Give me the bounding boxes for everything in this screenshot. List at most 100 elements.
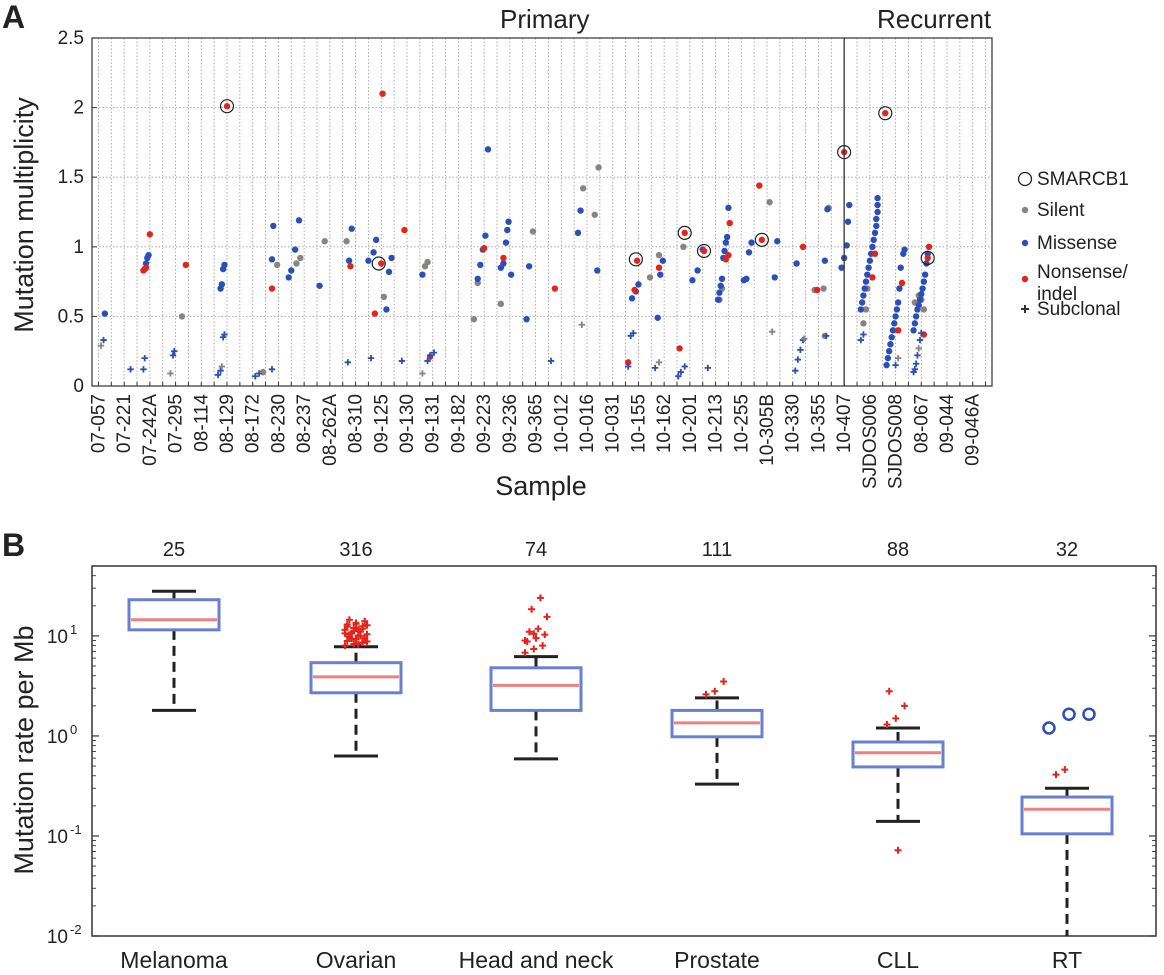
missense-point [892,313,899,320]
subclonal-point [914,352,921,359]
outlier-point [894,846,902,854]
x-tick-label-07-221: 07-221 [114,394,135,453]
outlier-point [530,645,538,653]
missense-point [474,275,481,283]
outlier-point [343,637,351,645]
silent-point [860,320,867,327]
missense-point [857,306,865,313]
subclonal-point [217,367,224,374]
missense-point [896,285,903,292]
missense-point [745,249,753,256]
subclonal-point [655,359,663,366]
x-tick-label-09-182: 09-182 [448,394,469,453]
iqr-box [851,740,945,769]
x-tick-label-09-223: 09-223 [474,394,495,453]
subclonal-point [894,354,902,362]
missense-point [793,260,800,267]
outlier-point [350,627,358,635]
outlier-point [702,690,710,698]
subclonal-point [169,352,177,359]
x-tick-label-08-230: 08-230 [268,394,289,453]
smarcb1-marker [371,256,386,271]
x-tick-label-08-262A: 08-262A [320,394,341,466]
missense-point [865,264,872,271]
silent-point [820,285,827,292]
legend-dot-symbol [1021,239,1029,247]
category-label-0: Melanoma [120,947,228,973]
y-tick-exp-b-0: 1 [70,622,77,637]
legend-smarcb1-symbol [1017,171,1033,187]
missense-point [891,320,898,327]
legend-a: SMARCB1 Silent Missense Nonsense/indelSubcl… [1017,169,1129,320]
nonsense-point [142,264,150,271]
missense-point [918,290,925,298]
subclonal-point [681,363,688,370]
missense-point [348,225,355,232]
outlier-point [541,631,549,639]
outlier-point [345,616,353,624]
category-label-3: Prostate [674,947,760,973]
y-tick-exp-b-2: -1 [70,822,82,837]
category-label-4: CLL [877,947,919,973]
subclonal-point [578,321,586,328]
iqr-box [1020,795,1114,836]
subclonal-point [630,329,637,337]
legend-label-2: Missense [1037,233,1117,254]
missense-point [858,299,866,306]
panel-label-a: A [2,0,25,35]
missense-point [838,264,845,271]
sample-count-label-3: 111 [702,539,732,561]
y-tick-label-4: 2 [73,98,84,119]
missense-point [291,246,299,253]
missense-point [694,267,701,274]
silent-point [293,260,300,267]
missense-point [923,260,930,267]
missense-point [866,257,874,264]
subclonal-point [911,366,919,373]
silent-point [529,228,537,235]
missense-point [145,251,152,259]
subclonal-point [141,354,148,362]
missense-point [383,306,390,313]
missense-point [507,271,515,278]
subclonal-point [651,364,659,372]
missense-point [718,275,726,283]
x-tick-label-10-155: 10-155 [628,394,649,453]
missense-point [295,217,303,224]
x-tick-label-10-355: 10-355 [808,394,829,453]
missense-point [901,246,908,253]
missense-point [654,314,661,321]
y-tick-exp-b-1: 0 [70,722,77,737]
subclonal-point [918,329,925,337]
rt-circle-outlier [1042,721,1056,735]
missense-point [723,233,731,241]
nonsense-point [898,279,906,287]
missense-point [870,236,877,244]
x-axis-title-a: Sample [495,471,587,501]
missense-point [288,267,295,274]
subclonal-point [97,342,105,349]
subclonal-point [367,354,375,362]
missense-point [268,256,276,263]
missense-point [874,201,881,209]
silent-point [497,300,505,308]
nonsense-point [726,219,733,227]
outlier-point [892,714,900,722]
silent-point [646,274,654,281]
y-tick-exp-b-3: -2 [70,922,82,937]
nonsense-point [268,285,276,292]
subclonal-point [822,332,830,340]
outlier-point [530,630,538,638]
missense-point [889,327,897,334]
missense-point [821,257,829,264]
missense-point [285,274,292,281]
nonsense-point [500,254,507,262]
x-tick-label-SJDOS008: SJDOS008 [886,394,907,489]
rt-circle-outlier [1082,707,1096,721]
outlier-point [1052,771,1060,779]
subclonal-point [794,356,802,363]
legend-label-3: Nonsense/ [1037,262,1129,283]
outlier-point [711,687,719,695]
missense-point [846,201,853,209]
